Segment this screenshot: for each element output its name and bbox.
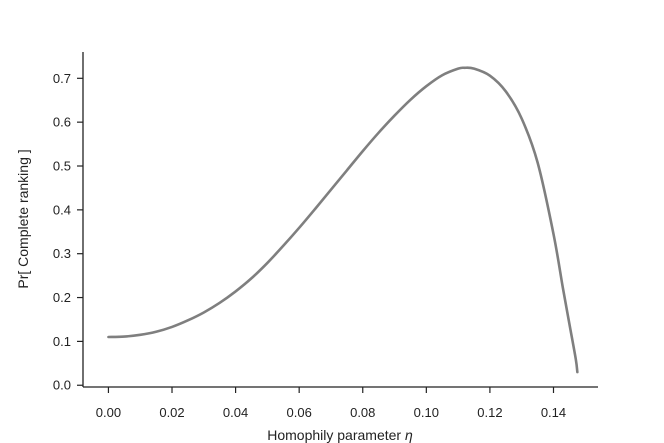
y-tick-label: 0.4 — [53, 202, 71, 217]
x-tick-label: 0.02 — [159, 405, 184, 420]
x-tick-label: 0.12 — [477, 405, 502, 420]
y-tick-label: 0.3 — [53, 246, 71, 261]
y-tick-label: 0.0 — [53, 378, 71, 393]
y-axis-title: Pr[ Complete ranking ] — [15, 149, 31, 288]
y-axis-ticks: 0.0 0.1 0.2 0.3 0.4 0.5 0.6 0.7 — [53, 71, 83, 393]
x-tick-label: 0.14 — [541, 405, 566, 420]
x-tick-label: 0.06 — [287, 405, 312, 420]
y-tick-label: 0.1 — [53, 334, 71, 349]
y-tick-label: 0.5 — [53, 159, 71, 174]
y-tick-label: 0.6 — [53, 115, 71, 130]
series-line — [107, 66, 579, 374]
y-tick-label: 0.7 — [53, 71, 71, 86]
x-axis-title-symbol: η — [405, 427, 413, 443]
x-tick-label: 0.10 — [414, 405, 439, 420]
plot-area — [107, 66, 579, 374]
x-axis-ticks: 0.00 0.02 0.04 0.06 0.08 0.10 0.12 0.14 — [96, 387, 566, 420]
x-tick-label: 0.00 — [96, 405, 121, 420]
y-tick-label: 0.2 — [53, 290, 71, 305]
x-tick-label: 0.08 — [350, 405, 375, 420]
x-tick-label: 0.04 — [223, 405, 248, 420]
x-axis-title: Homophily parameter η — [267, 427, 413, 443]
